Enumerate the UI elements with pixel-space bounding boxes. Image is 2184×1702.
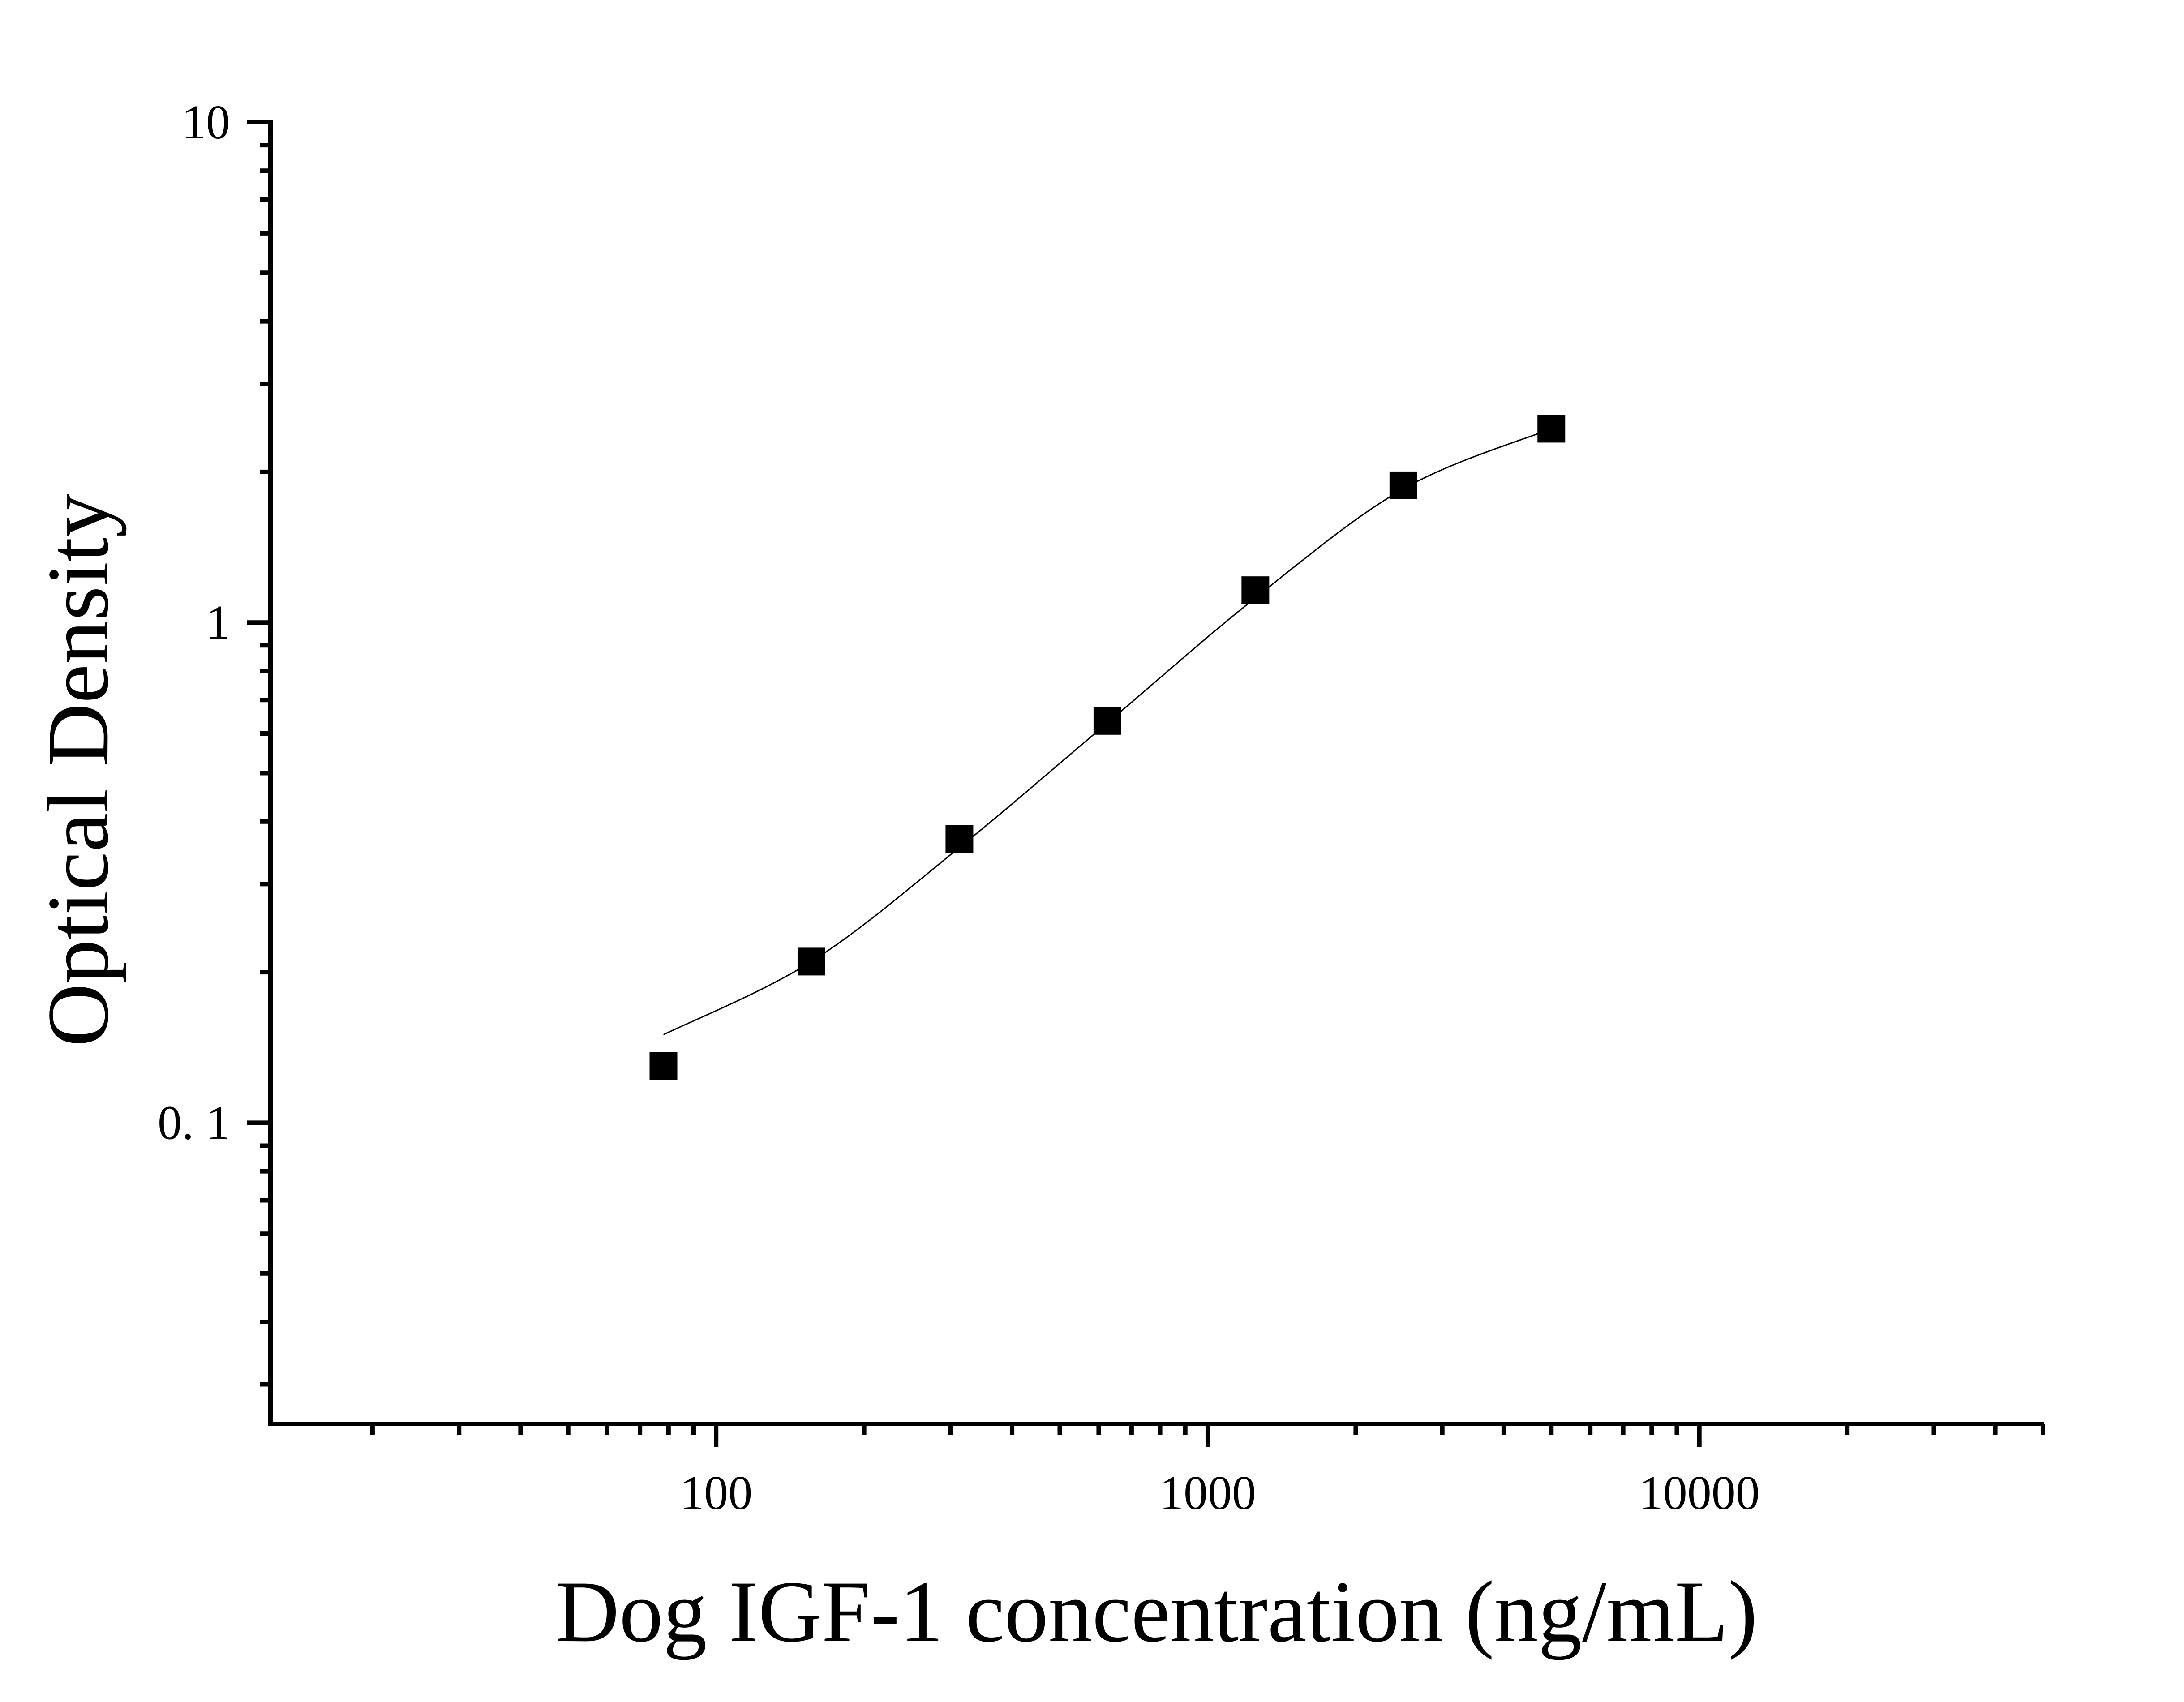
data-points [649,415,1566,1080]
y-tick-label: 10 [182,96,230,149]
data-point [1241,576,1270,604]
y-axis-title: Optical Density [30,493,127,1047]
y-tick-label: 1 [206,596,230,649]
axis-ticks [247,120,2045,1447]
data-point [1093,707,1121,735]
tick-labels: 100 1000 10000 0. 1 1 10 [158,96,1760,1520]
data-point [1537,415,1566,443]
x-tick-label: 100 [680,1466,752,1520]
x-tick-label: 1000 [1159,1466,1256,1520]
data-point [1389,471,1417,499]
data-point [945,825,974,853]
data-point [649,1052,678,1080]
data-point [797,947,825,976]
x-axis-title: Dog IGF-1 concentration (ng/mL) [556,1563,1757,1660]
x-tick-label: 10000 [1639,1466,1760,1520]
y-tick-label: 0. 1 [158,1096,230,1149]
